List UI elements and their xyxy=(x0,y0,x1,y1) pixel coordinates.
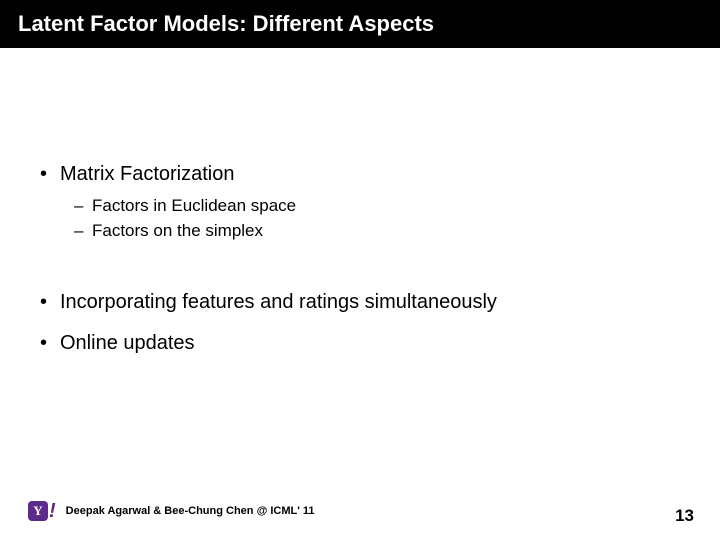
footer-credits: Deepak Agarwal & Bee-Chung Chen @ ICML' … xyxy=(66,505,315,517)
slide-content: Matrix Factorization Factors in Euclidea… xyxy=(0,163,720,355)
bullet-level1: Incorporating features and ratings simul… xyxy=(40,291,692,314)
title-bar: Latent Factor Models: Different Aspects xyxy=(0,0,720,48)
bullet-level1: Matrix Factorization xyxy=(40,163,692,186)
yahoo-logo: Y ! xyxy=(28,500,56,523)
yahoo-logo-y-icon: Y xyxy=(28,501,48,521)
page-number: 13 xyxy=(675,506,694,526)
bullet-level2: Factors in Euclidean space xyxy=(74,194,692,219)
bullet-level2: Factors on the simplex xyxy=(74,219,692,244)
bullet-level1: Online updates xyxy=(40,332,692,355)
slide-title: Latent Factor Models: Different Aspects xyxy=(18,11,434,37)
yahoo-logo-bang-icon: ! xyxy=(49,500,56,523)
slide-footer: Y ! Deepak Agarwal & Bee-Chung Chen @ IC… xyxy=(0,496,720,526)
